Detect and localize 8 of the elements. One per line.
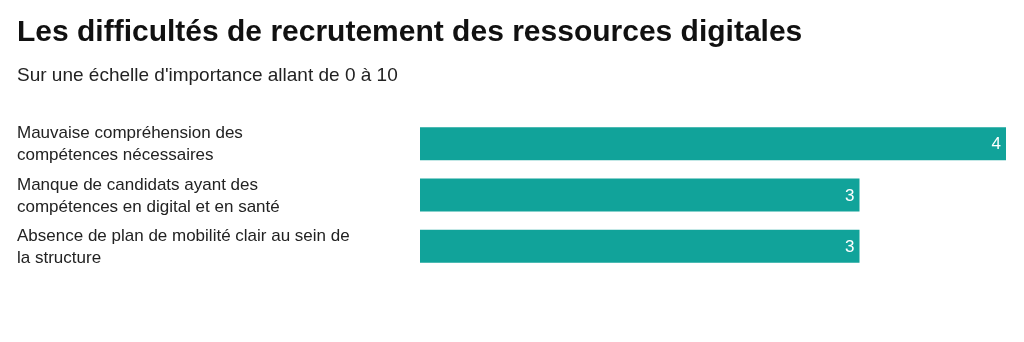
y-tick-label: Absence de plan de mobilité clair au sein de la structure bbox=[17, 225, 355, 267]
text: Sur une échelle d'importance allant de 0 à 10 bbox=[17, 64, 398, 85]
y-tick-label: Mauvaise compréhension des compétences nécessaires bbox=[17, 123, 248, 165]
chart-title: Les difficultés de recrutement des ressources digitales bbox=[17, 13, 803, 47]
y-tick-label: Manque de candidats ayant des compétences en digital et en santé bbox=[17, 174, 280, 216]
data-label: 4 bbox=[991, 134, 1001, 154]
data-label: 3 bbox=[845, 236, 855, 256]
data-label: 3 bbox=[845, 185, 855, 205]
